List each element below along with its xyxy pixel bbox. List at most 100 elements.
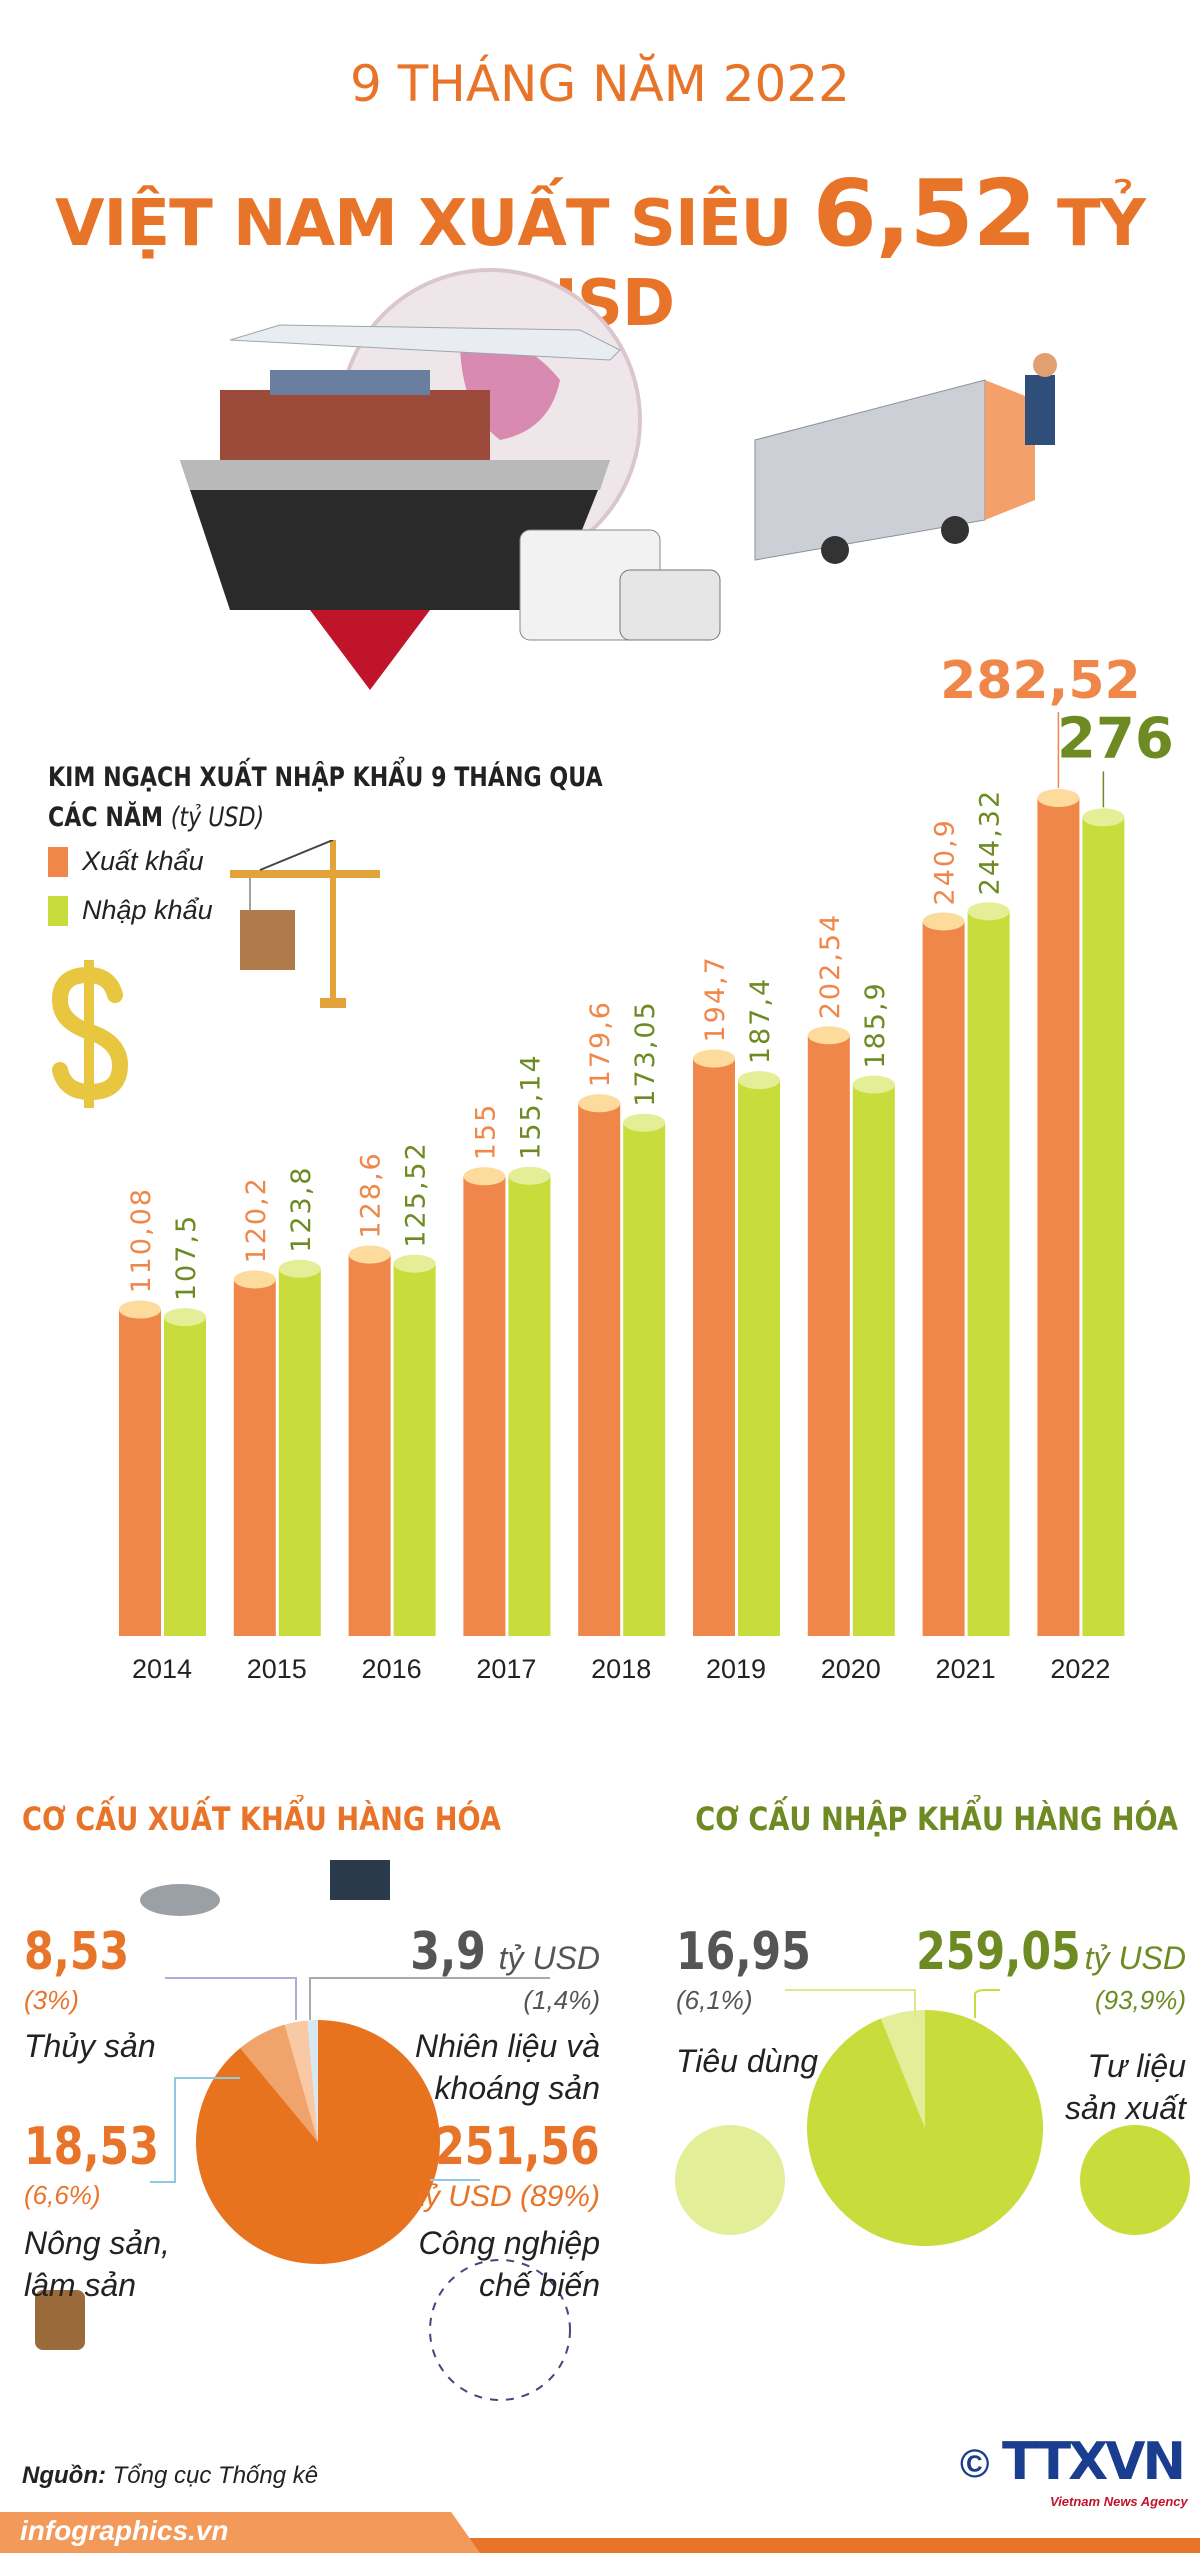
title-value: 6,52	[812, 160, 1037, 267]
tieu-dung-pct: (6,1%)	[676, 1985, 753, 2015]
nhien-lieu-label: Nhiên liệu và khoáng sản	[415, 2028, 600, 2106]
bar-cap	[623, 1113, 666, 1132]
paper-roll-icon	[1080, 2125, 1190, 2235]
truck-illustration	[754, 353, 1057, 564]
coal-cart-icon	[330, 1860, 390, 1900]
cn-label: Công nghiệp chế biến	[418, 2225, 600, 2303]
logo-subtitle: Vietnam News Agency	[1050, 2494, 1188, 2510]
bar-export-2019	[693, 1058, 735, 1636]
tlsx-value: 259,05 tỷ USD	[915, 1922, 1186, 1982]
export-structure-title: CƠ CẤU XUẤT KHẨU HÀNG HÓA	[22, 1800, 501, 1838]
bar-export-2022	[1037, 798, 1080, 1636]
tieu-dung-label: Tiêu dùng	[676, 2043, 819, 2079]
x-tick-label: 2021	[936, 1654, 996, 1684]
x-tick-label: 2019	[706, 1654, 766, 1684]
bar-export-2017	[463, 1176, 506, 1636]
data-label: 179,6	[585, 1000, 616, 1087]
tieu-dung-value: 16,95	[676, 1922, 811, 1982]
data-label: 110,08	[126, 1187, 157, 1293]
bar-import-2018	[623, 1122, 666, 1636]
page-title: VIỆT NAM XUẤT SIÊU 6,52 TỶ USD	[0, 160, 1200, 341]
data-label: 155,14	[515, 1053, 546, 1159]
fish-icon	[140, 1884, 220, 1916]
data-label-large: 282,52	[940, 651, 1141, 711]
bar-import-2020	[852, 1084, 895, 1636]
bar-import-2016	[393, 1263, 436, 1636]
x-tick-label: 2017	[476, 1654, 536, 1684]
tlsx-label: Tư liệu sản xuất	[1065, 2048, 1186, 2126]
x-tick-label: 2022	[1050, 1654, 1110, 1684]
bar-import-2022	[1082, 817, 1125, 1636]
leader-line	[309, 1977, 550, 2020]
copyright-icon: ©	[960, 2442, 990, 2486]
data-label: 202,54	[815, 913, 846, 1019]
thuy-san-value: 8,53	[24, 1922, 130, 1982]
dollar-icon	[51, 960, 129, 1108]
bar-cap	[119, 1300, 161, 1319]
bar-cap	[807, 1026, 850, 1045]
x-tick-label: 2014	[132, 1654, 192, 1684]
bar-cap	[693, 1049, 735, 1068]
pie-slice	[807, 2010, 1043, 2246]
legend-swatch-import	[48, 895, 68, 926]
site-link[interactable]: infographics.vn	[20, 2515, 229, 2546]
bar-cap	[278, 1259, 321, 1278]
chart-unit: (tỷ USD)	[170, 802, 265, 833]
title-pre: VIỆT NAM XUẤT SIÊU	[55, 187, 813, 261]
x-tick-label: 2018	[591, 1654, 651, 1684]
bar-import-2021	[967, 911, 1010, 1636]
wood-icon	[35, 2290, 85, 2350]
bar-export-2016	[348, 1254, 391, 1636]
subtitle: 9 THÁNG NĂM 2022	[350, 55, 850, 113]
data-label: 185,9	[860, 981, 891, 1068]
leader-line	[785, 1989, 916, 2018]
bar-export-2015	[233, 1279, 276, 1636]
industry-icon	[429, 2259, 571, 2401]
bar-chart: 110,08 107,5 2014 120,2 123,8 2015 128,6 125,52…	[119, 651, 1174, 1684]
ttxvn-logo: TTXVN	[1002, 2432, 1186, 2492]
bar-cap	[922, 912, 965, 931]
bar-import-2014	[164, 1317, 206, 1636]
bar-cap	[1037, 789, 1080, 808]
nong-san-label: Nông sản, lâm sản	[24, 2225, 170, 2303]
source: Nguồn: Tổng cục Thống kê	[22, 2462, 319, 2489]
bar-cap	[164, 1308, 206, 1327]
data-label: 155	[470, 1103, 501, 1161]
x-tick-label: 2016	[362, 1654, 422, 1684]
thuy-san-label: Thủy sản	[24, 2028, 156, 2064]
bar-import-2015	[278, 1268, 321, 1636]
pie-slice	[880, 2010, 925, 2128]
nong-san-pct: (6,6%)	[24, 2180, 101, 2210]
bar-cap	[233, 1270, 276, 1289]
data-label-large: 276	[1057, 706, 1174, 771]
legend-import: Nhập khẩu	[48, 895, 213, 926]
pie-slice	[240, 2024, 318, 2142]
pie-slice	[307, 2020, 318, 2142]
pie-slice	[284, 2020, 318, 2142]
cn-pct: tỷ USD (89%)	[416, 2180, 600, 2213]
nhien-lieu-value: 3,9 tỷ USD	[410, 1922, 600, 1982]
nong-san-value: 18,53	[24, 2117, 159, 2177]
legend-export: Xuất khẩu	[48, 846, 204, 877]
shopping-cart-icon	[675, 2125, 785, 2235]
data-label: 107,5	[171, 1214, 202, 1301]
chart-title: KIM NGẠCH XUẤT NHẬP KHẨU 9 THÁNG QUA CÁC…	[48, 762, 603, 833]
data-label: 120,2	[241, 1176, 272, 1263]
bar-export-2018	[578, 1103, 621, 1636]
tlsx-pct: (93,9%)	[1094, 1985, 1186, 2015]
data-label: 173,05	[630, 1000, 661, 1106]
bar-cap	[852, 1075, 895, 1094]
bar-cap	[463, 1167, 506, 1186]
thuy-san-pct: (3%)	[24, 1985, 79, 2015]
data-label: 240,9	[930, 818, 961, 905]
bar-cap	[348, 1245, 391, 1264]
bar-cap	[738, 1071, 780, 1090]
data-label: 125,52	[401, 1141, 432, 1247]
nhien-lieu-pct: (1,4%)	[523, 1985, 600, 2015]
leader-line	[974, 1989, 1000, 2018]
cn-value: 251,56	[435, 2117, 600, 2177]
pie-charts	[35, 1860, 1190, 2401]
import-structure-title: CƠ CẤU NHẬP KHẨU HÀNG HÓA	[695, 1800, 1178, 1838]
data-label: 128,6	[356, 1151, 387, 1238]
data-label: 194,7	[700, 955, 731, 1042]
